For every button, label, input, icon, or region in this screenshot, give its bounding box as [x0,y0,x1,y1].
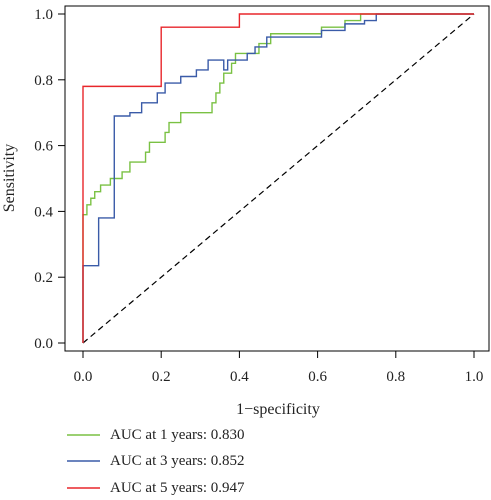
x-tick-label: 0.6 [308,369,327,385]
y-tick-label: 1.0 [34,7,53,23]
plot-frame [64,5,490,352]
roc-series-line-1 [82,13,474,343]
x-axis-title: 1−specificity [236,401,320,418]
y-axis-title: Sensitivity [1,144,18,212]
x-tick-label: 0.8 [386,369,405,385]
roc-series-line-2 [82,13,474,343]
legend: AUC at 1 years: 0.830 AUC at 3 years: 0.8… [67,427,245,496]
legend-label-1: AUC at 1 years: 0.830 [110,427,245,443]
y-tick-label: 0.2 [34,270,53,286]
series-group [82,13,474,343]
legend-label-2: AUC at 3 years: 0.852 [110,453,245,469]
x-tick-label: 0.4 [230,369,249,385]
roc-series-line-3 [82,13,474,343]
y-tick-label: 0.8 [34,73,53,89]
x-tick-label: 0.2 [152,369,171,385]
y-axis: 0.0 0.2 0.4 0.6 0.8 1.0 [34,7,65,352]
y-tick-label: 0.0 [34,336,53,352]
y-tick-label: 0.6 [34,139,53,155]
x-tick-label: 0.0 [74,369,93,385]
reference-diagonal-line [82,13,475,344]
reference-diagonal-group [82,13,475,344]
y-tick-label: 0.4 [34,204,53,220]
x-tick-label: 1.0 [465,369,484,385]
x-axis: 0.0 0.2 0.4 0.6 0.8 1.0 [74,351,484,385]
legend-label-3: AUC at 5 years: 0.947 [110,480,245,496]
